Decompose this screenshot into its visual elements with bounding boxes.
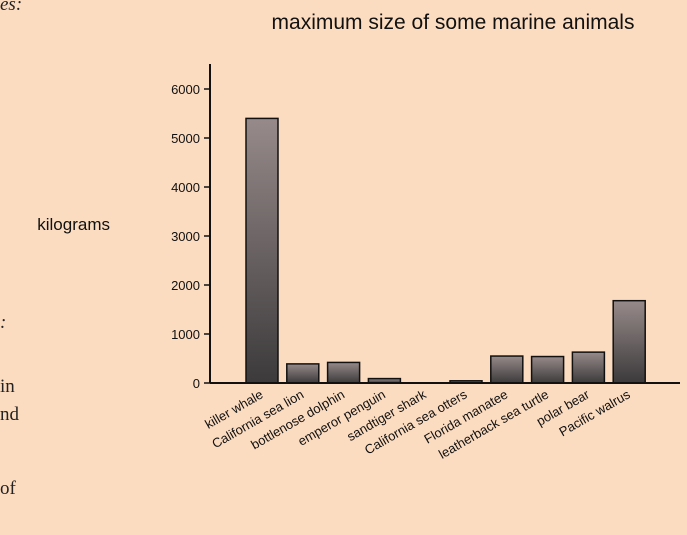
bar-polar-bear: [571, 351, 606, 384]
y-tick-label: 6000: [171, 82, 200, 97]
margin-text-2: :: [0, 312, 7, 333]
bar-leatherback-sea-turtle: [530, 355, 565, 384]
y-tick-label: 2000: [171, 278, 200, 293]
bar-florida-manatee: [490, 355, 524, 384]
bar-killer-whale: [245, 117, 279, 384]
y-tick-label: 0: [193, 376, 200, 391]
margin-text-1: es:: [0, 0, 23, 15]
bar-bottlenose-dolphin: [326, 361, 361, 384]
bar-california-sea-lion: [286, 363, 320, 384]
bar-pacific-walrus: [612, 299, 646, 384]
chart-title: maximum size of some marine animals: [272, 11, 635, 34]
y-tick-label: 5000: [171, 131, 200, 146]
margin-text-5: of: [0, 478, 16, 499]
y-tick-label: 1000: [171, 327, 200, 342]
margin-text-4: nd: [0, 404, 19, 425]
y-axis-label: kilograms: [37, 215, 110, 234]
margin-text-3: in: [0, 376, 15, 397]
y-tick-label: 4000: [171, 180, 200, 195]
y-tick-label: 3000: [171, 229, 200, 244]
